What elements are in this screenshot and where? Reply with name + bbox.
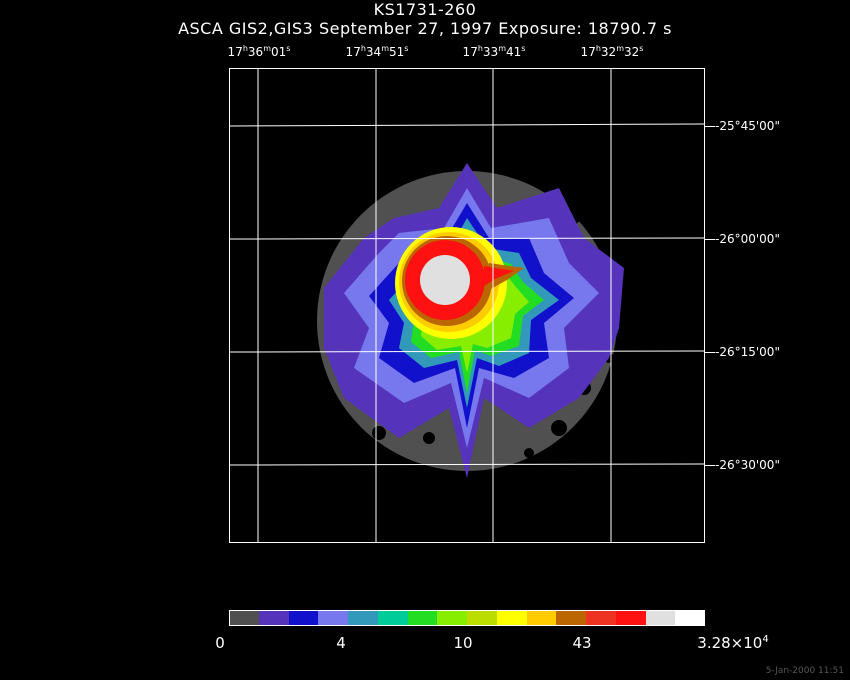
colorbar-swatch — [377, 610, 408, 626]
colorbar-frame — [229, 610, 705, 626]
ra-label-4: 17h32m32s — [580, 44, 644, 59]
colorbar-label-2: 4 — [336, 634, 346, 652]
colorbar-swatch — [437, 610, 467, 626]
colorbar-swatch — [318, 610, 348, 626]
colorbar-swatch — [407, 610, 438, 626]
ra-label-1: 17h36m01s — [227, 44, 291, 59]
coordinate-grid — [229, 68, 705, 543]
colorbar-swatch — [229, 610, 259, 626]
colorbar-swatch — [556, 610, 586, 626]
timestamp: 5-Jan-2000 11:51 — [765, 666, 844, 676]
image-subtitle: ASCA GIS2,GIS3 September 27, 1997 Exposu… — [178, 19, 672, 38]
colorbar-swatch — [467, 610, 497, 626]
dec-label-3: -26°15'00" — [705, 345, 780, 359]
source-core — [420, 255, 470, 305]
colorbar — [229, 610, 705, 626]
ra-label-3: 17h33m41s — [462, 44, 526, 59]
image-title: KS1731-260 — [373, 0, 477, 19]
red-spike — [484, 266, 514, 286]
dec-label-4: -26°30'00" — [705, 458, 780, 472]
xray-image — [229, 68, 705, 543]
colorbar-swatch — [615, 610, 646, 626]
image-frame — [229, 68, 705, 543]
colorbar-swatch — [348, 610, 378, 626]
colorbar-label-1: 0 — [215, 634, 225, 652]
dec-label-1: -25°45'00" — [705, 119, 780, 133]
colorbar-swatch — [675, 610, 705, 626]
colorbar-swatch — [645, 610, 676, 626]
ra-label-2: 17h34m51s — [345, 44, 409, 59]
colorbar-swatch — [258, 610, 289, 626]
colorbar-label-max: 3.28×104 — [697, 634, 769, 652]
colorbar-label-3: 10 — [453, 634, 473, 652]
colorbar-label-4: 43 — [572, 634, 592, 652]
colorbar-swatch — [586, 610, 616, 626]
colorbar-swatch — [496, 610, 527, 626]
colorbar-swatch — [288, 610, 319, 626]
dec-label-2: -26°00'00" — [705, 232, 780, 246]
colorbar-swatch — [526, 610, 557, 626]
